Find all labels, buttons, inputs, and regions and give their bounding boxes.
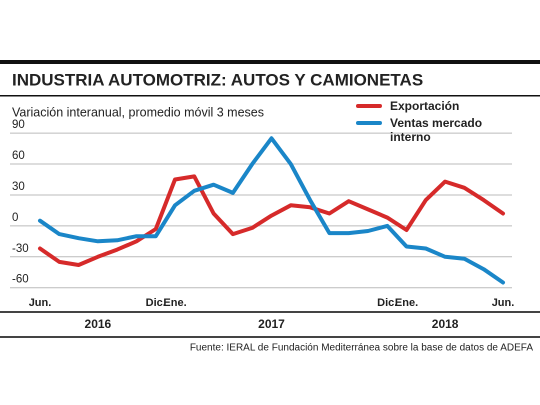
top-rule [0,60,540,64]
legend-label: Ventas mercado interno [390,116,483,144]
series-line [38,136,505,285]
chart-title: INDUSTRIA AUTOMOTRIZ: AUTOS Y CAMIONETAS [12,70,423,89]
legend-swatch [356,121,382,125]
y-tick-label: -60 [12,274,29,286]
x-tick-label: Ene. [395,297,418,309]
source: Fuente: IERAL de Fundación Mediterránea … [190,343,534,354]
y-tick-label: 90 [12,119,25,131]
legend-item: Exportación [356,99,500,113]
x-tick-label: Dic. [146,297,166,309]
legend-label: Exportación [390,99,460,113]
x-tick-label: Jun. [29,297,52,309]
year-label: 2017 [258,317,285,331]
y-tick-label: 0 [12,212,18,224]
legend-item: Ventas mercado interno [356,116,500,144]
year-label: 2016 [85,317,112,331]
chart-subtitle: Variación interanual, promedio móvil 3 m… [12,105,264,119]
legend-swatch [356,104,382,108]
x-tick-label: Ene. [163,297,186,309]
title-rule [0,95,540,97]
series-line [38,174,505,267]
year-label: 2018 [432,317,459,331]
y-tick-label: 30 [12,181,25,193]
x-tick-label: Dic. [377,297,397,309]
band-rule [0,311,540,313]
y-tick-label: 60 [12,150,25,162]
y-tick-label: -30 [12,243,29,255]
band-rule [0,336,540,338]
x-tick-label: Jun. [492,297,515,309]
